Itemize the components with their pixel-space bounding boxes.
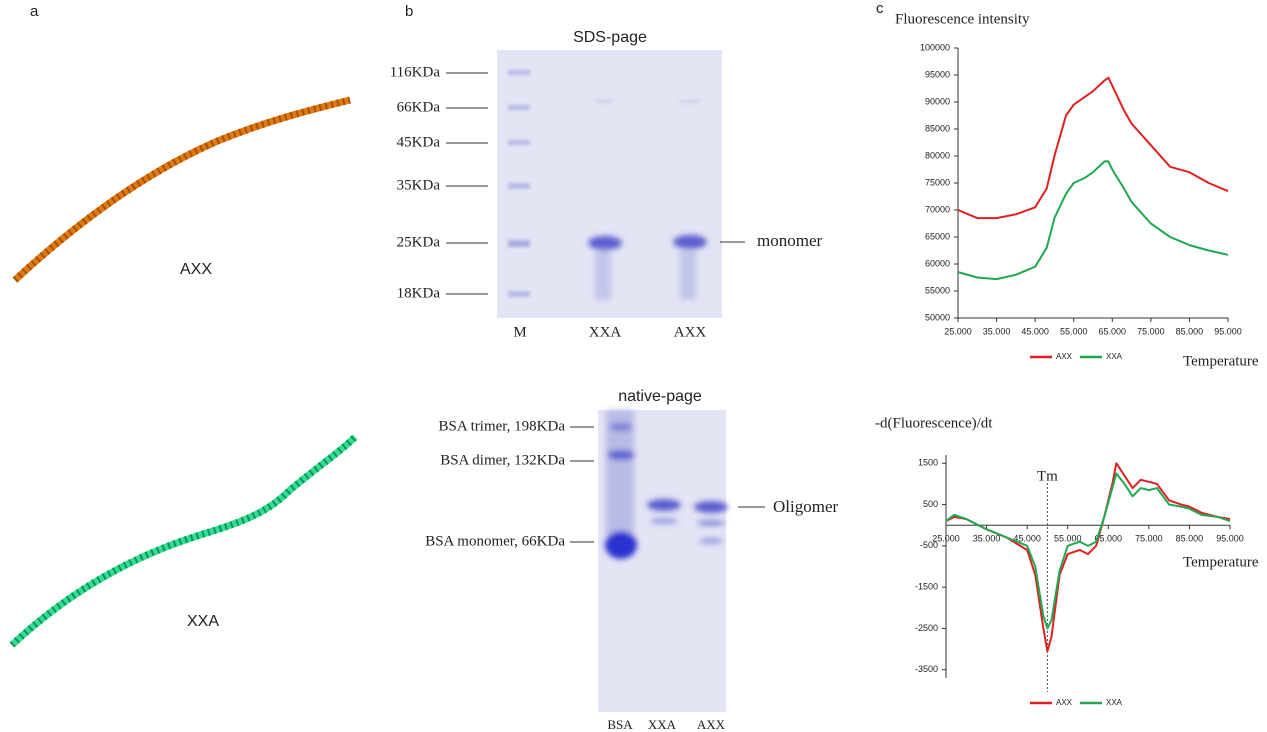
y-tick-label: 100000	[920, 42, 950, 52]
legend-label: XXA	[1106, 352, 1123, 361]
x-tick-label: 25.000	[932, 534, 960, 544]
marker-label: 66KDa	[397, 99, 441, 115]
y-tick-label: 1500	[918, 458, 938, 468]
chart-title: Fluorescence intensity	[895, 11, 1030, 27]
x-tick-label: 85.000	[1176, 326, 1204, 336]
marker-ticks	[570, 426, 765, 543]
x-tick-label: 75.000	[1137, 326, 1165, 336]
y-tick-label: 60000	[925, 258, 950, 268]
marker-label: 18KDa	[397, 285, 441, 301]
x-axis-label: Temperature	[1183, 554, 1259, 570]
lane-label: BSA	[607, 717, 633, 732]
x-tick-label: 45.000	[1021, 326, 1049, 336]
gel-title: native-page	[618, 388, 702, 405]
panel-label: b	[405, 3, 413, 20]
x-tick-label: 35.000	[983, 326, 1011, 336]
series-line	[957, 76, 1229, 220]
helix-texture	[12, 96, 351, 283]
lane-label: M	[513, 324, 526, 340]
x-tick-label: 75.000	[1135, 534, 1163, 544]
y-tick-label: 75000	[925, 177, 950, 187]
y-tick-label: 55000	[925, 285, 950, 295]
marker-label: BSA dimer, 132KDa	[440, 452, 565, 468]
lane-label: AXX	[697, 717, 726, 732]
marker-ticks	[446, 72, 745, 295]
bands	[508, 70, 700, 297]
band-label: monomer	[757, 231, 822, 250]
x-tick-label: 65.000	[1099, 326, 1127, 336]
x-tick-label: 35.000	[973, 534, 1001, 544]
chart-title: -d(Fluorescence)/dt	[875, 415, 993, 431]
y-tick-label: 85000	[925, 123, 950, 133]
band-label: Oligomer	[773, 497, 838, 516]
lane-label: AXX	[674, 324, 707, 340]
x-axis-label: Temperature	[1183, 353, 1259, 369]
y-tick-label: 50000	[925, 312, 950, 322]
model-label: AXX	[180, 261, 212, 278]
x-tick-label: 85.000	[1176, 534, 1204, 544]
y-tick-label: 80000	[925, 150, 950, 160]
panel-label: a	[30, 3, 39, 20]
marker-label: 116KDa	[390, 64, 441, 80]
helix	[9, 434, 358, 648]
x-tick-label: 95.000	[1214, 326, 1242, 336]
x-tick-label: 65.000	[1095, 534, 1123, 544]
legend-label: AXX	[1056, 352, 1073, 361]
y-tick-label: -3500	[915, 664, 938, 674]
lane-label: XXA	[589, 324, 622, 340]
y-tick-label: 95000	[925, 69, 950, 79]
x-tick-label: 45.000	[1013, 534, 1041, 544]
y-tick-label: -2500	[915, 623, 938, 633]
helix	[12, 96, 351, 283]
annotation: Tm	[1037, 468, 1058, 484]
bands	[605, 410, 728, 559]
y-tick-label: 500	[923, 499, 938, 509]
lane-label: XXA	[648, 717, 677, 732]
marker-label: BSA monomer, 66KDa	[425, 533, 565, 549]
marker-label: 35KDa	[397, 177, 441, 193]
legend-label: AXX	[1056, 698, 1073, 707]
x-tick-label: 95.000	[1216, 534, 1244, 544]
legend-label: XXA	[1106, 698, 1123, 707]
marker-label: 45KDa	[397, 134, 441, 150]
y-tick-label: 70000	[925, 204, 950, 214]
x-tick-label: 25.000	[944, 326, 972, 336]
x-tick-label: 55.000	[1060, 326, 1088, 336]
series-line	[957, 160, 1229, 281]
panel-label: c	[876, 0, 884, 17]
y-tick-label: 65000	[925, 231, 950, 241]
marker-label: BSA trimer, 198KDa	[439, 418, 566, 434]
series-line	[945, 462, 1231, 653]
model-label: XXA	[187, 613, 219, 630]
marker-label: 25KDa	[397, 234, 441, 250]
series-line	[945, 472, 1231, 630]
y-tick-label: 90000	[925, 96, 950, 106]
x-tick-label: 55.000	[1054, 534, 1082, 544]
bands	[588, 235, 707, 300]
y-tick-label: -1500	[915, 582, 938, 592]
helix-texture	[9, 434, 358, 648]
y-tick-label: -500	[920, 540, 938, 550]
gel-title: SDS-page	[573, 29, 647, 46]
